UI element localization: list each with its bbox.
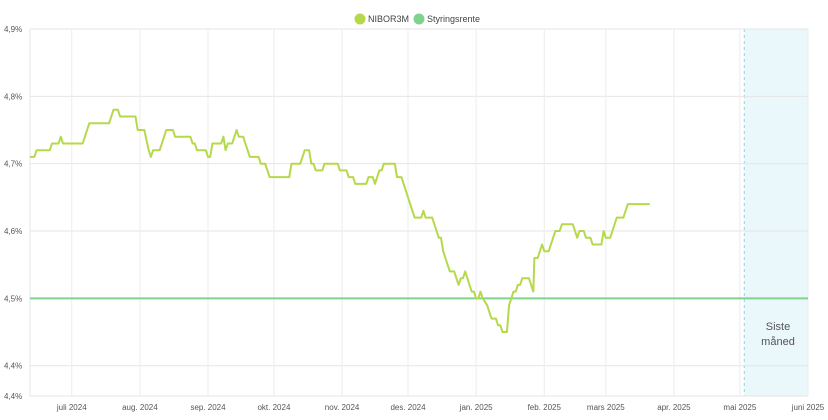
series-line-nibor3m xyxy=(30,108,650,333)
legend-label-nibor3m: NIBOR3M xyxy=(368,14,409,24)
y-gridlines xyxy=(30,28,808,397)
y-tick-label: 4,9% xyxy=(4,25,22,34)
x-tick-label: feb. 2025 xyxy=(528,403,562,412)
x-tick-label: mai 2025 xyxy=(723,403,756,412)
x-tick-label: aug. 2024 xyxy=(122,403,158,412)
y-tick-label: 4,8% xyxy=(4,92,22,101)
y-tick-label: 4,5% xyxy=(4,294,22,303)
x-tick-label: nov. 2024 xyxy=(325,403,360,412)
y-tick-labels: 4,4% 4,4% 4,5% 4,6% 4,7% 4,8% 4,9% xyxy=(4,25,22,401)
x-tick-label: sep. 2024 xyxy=(190,403,226,412)
x-tick-label: apr. 2025 xyxy=(657,403,691,412)
highlight-band xyxy=(744,29,808,396)
x-tick-labels: juli 2024 aug. 2024 sep. 2024 okt. 2024 nov.… xyxy=(56,403,825,412)
legend-item-styringsrente[interactable]: Styringsrente xyxy=(413,13,481,25)
legend-item-nibor3m[interactable]: NIBOR3M xyxy=(354,13,410,25)
legend: NIBOR3M Styringsrente xyxy=(354,13,481,25)
annotation-line-2: måned xyxy=(761,336,795,348)
x-tick-label: jan. 2025 xyxy=(459,403,493,412)
x-tick-label: okt. 2024 xyxy=(257,403,290,412)
x-gridlines xyxy=(29,29,809,396)
legend-swatch-styringsrente xyxy=(413,13,425,25)
x-tick-label: juni 2025 xyxy=(791,403,825,412)
x-tick-label: mars 2025 xyxy=(587,403,625,412)
legend-swatch-nibor3m xyxy=(354,13,366,25)
annotation-line-1: Siste xyxy=(766,321,790,333)
legend-label-styringsrente: Styringsrente xyxy=(427,14,480,24)
y-tick-label: 4,7% xyxy=(4,160,22,169)
x-tick-label: juli 2024 xyxy=(56,403,87,412)
y-tick-label: 4,4% xyxy=(4,392,22,401)
y-tick-label: 4,4% xyxy=(4,362,22,371)
x-tick-label: des. 2024 xyxy=(390,403,426,412)
y-tick-label: 4,6% xyxy=(4,227,22,236)
